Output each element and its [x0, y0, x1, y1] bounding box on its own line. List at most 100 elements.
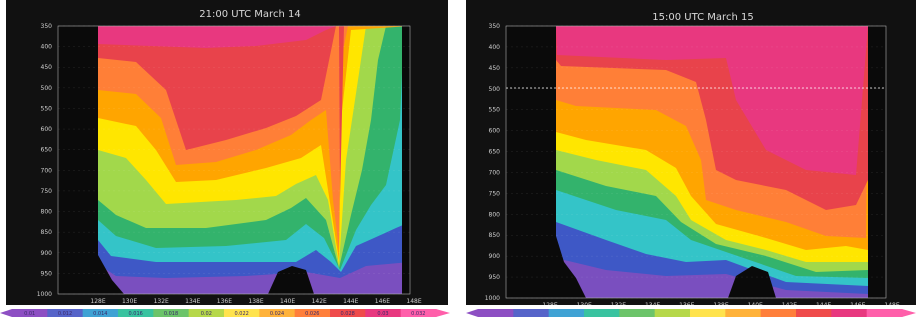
colorbar-segment	[47, 309, 84, 317]
x-tick-label: 136E	[679, 302, 694, 305]
colorbar-label: 0.012	[58, 311, 72, 317]
x-tick-label: 138E	[713, 302, 728, 305]
y-tick-label: 650	[489, 149, 501, 156]
x-tick-label: 146E	[375, 298, 390, 305]
colorbar-segment	[654, 309, 691, 317]
colorbar-segment	[365, 309, 402, 317]
left-contour-bands	[58, 26, 410, 294]
y-tick-label: 450	[489, 65, 501, 72]
left-x-axis: 128E 130E 132E 134E 136E 138E 140E 142E 144E 146E…	[90, 298, 421, 305]
left-chart-svg: 21:00 UTC March 14 350 400 450 500 550 600 650…	[6, 0, 448, 305]
right-contour-bands	[506, 26, 886, 298]
colorbar-segment	[259, 309, 296, 317]
left-terrain-mask	[58, 26, 410, 294]
colorbar-segment	[513, 309, 550, 317]
y-tick-label: 550	[41, 105, 53, 112]
y-tick-label: 950	[41, 270, 53, 277]
colorbar-segment	[866, 309, 903, 317]
terrain-shape	[58, 26, 124, 294]
colorbar-segment	[153, 309, 190, 317]
y-tick-label: 950	[489, 274, 501, 281]
left-plot-frame	[57, 25, 411, 295]
colorbar-segment	[760, 309, 797, 317]
colorbar-arrow-right	[436, 309, 450, 317]
y-tick-label: 350	[41, 23, 53, 30]
x-tick-label: 138E	[248, 298, 263, 305]
y-tick-label: 850	[41, 229, 53, 236]
x-tick-label: 140E	[748, 302, 763, 305]
y-tick-label: 750	[489, 190, 501, 197]
colorbar-segment	[796, 309, 832, 317]
y-tick-label: 750	[41, 188, 53, 195]
terrain-shape	[506, 26, 586, 298]
contour-band	[58, 26, 410, 48]
terrain-shape	[728, 266, 776, 298]
y-tick-label: 400	[489, 44, 501, 51]
terrain-shape	[402, 26, 410, 294]
left-chart-panel: 21:00 UTC March 14 350 400 450 500 550 600 650…	[6, 0, 448, 305]
y-tick-label: 500	[41, 85, 53, 92]
colorbar-segment	[725, 309, 762, 317]
x-tick-label: 144E	[343, 298, 358, 305]
colorbar-arrow-left	[0, 309, 12, 317]
x-tick-label: 132E	[154, 298, 169, 305]
colorbar-label: 0.026	[305, 311, 319, 317]
y-tick-label: 450	[41, 64, 53, 71]
colorbar-segment	[831, 309, 868, 317]
contour-band	[506, 26, 886, 175]
colorbar-segment	[294, 309, 331, 317]
y-tick-label: 700	[41, 167, 53, 174]
colorbar-segment	[224, 309, 260, 317]
x-tick-label: 134E	[645, 302, 660, 305]
right-x-axis: 128E 130E 132E 134E 136E 138E 140E 142E 144E 146E…	[542, 302, 899, 305]
colorbar-segment	[478, 309, 514, 317]
x-tick-label: 128E	[542, 302, 557, 305]
colorbar-segment	[188, 309, 225, 317]
colorbar-segment	[548, 309, 585, 317]
colorbar-segment	[330, 309, 366, 317]
y-tick-label: 400	[41, 44, 53, 51]
colorbar-segment	[82, 309, 119, 317]
right-y-axis: 350 400 450 500 550 600 650 700 750 800 850 900 950 1…	[485, 23, 886, 302]
colorbar-label: 0.02	[201, 311, 212, 317]
right-chart-svg: 15:00 UTC March 15 350 400 450 500 550 600 650…	[466, 0, 916, 305]
right-terrain-mask	[506, 26, 886, 298]
colorbar-label: 0.022	[235, 311, 249, 317]
left-colorbar-svg: 0.01 0.012 0.014 0.016 0.018 0.02 0.022 0.024 0.…	[0, 309, 450, 317]
contour-band	[58, 26, 410, 200]
x-tick-label: 130E	[122, 298, 137, 305]
colorbar-label: 0.014	[93, 311, 107, 317]
y-tick-label: 650	[41, 147, 53, 154]
x-tick-label: 148E	[884, 302, 899, 305]
colorbar-label: 0.03	[377, 311, 388, 317]
colorbar-segment	[400, 309, 437, 317]
y-tick-label: 800	[41, 209, 53, 216]
x-tick-label: 142E	[782, 302, 797, 305]
colorbar-arrow-left	[466, 309, 478, 317]
y-tick-label: 350	[489, 23, 501, 30]
colorbar-label: 0.01	[24, 311, 35, 317]
colorbar-label: 0.018	[164, 311, 178, 317]
x-tick-label: 130E	[577, 302, 592, 305]
colorbar-label: 0.032	[411, 311, 425, 317]
colorbar-segment	[584, 309, 620, 317]
y-tick-label: 600	[489, 128, 501, 135]
terrain-shape	[868, 26, 886, 298]
y-tick-label: 700	[489, 169, 501, 176]
y-tick-label: 500	[489, 86, 501, 93]
x-tick-label: 144E	[816, 302, 831, 305]
x-tick-label: 146E	[850, 302, 865, 305]
colorbar-label: 0.024	[270, 311, 284, 317]
colorbar-segment	[690, 309, 726, 317]
colorbar-label: 0.016	[129, 311, 143, 317]
right-colorbar-svg	[466, 309, 916, 317]
y-tick-label: 1000	[37, 291, 52, 298]
x-tick-label: 128E	[90, 298, 105, 305]
y-tick-label: 550	[489, 107, 501, 114]
colorbar-segment	[118, 309, 154, 317]
y-tick-label: 800	[489, 211, 501, 218]
y-tick-label: 900	[41, 250, 53, 257]
colorbar-label: 0.028	[341, 311, 355, 317]
x-tick-label: 132E	[611, 302, 626, 305]
colorbar-arrow-right	[902, 309, 916, 317]
